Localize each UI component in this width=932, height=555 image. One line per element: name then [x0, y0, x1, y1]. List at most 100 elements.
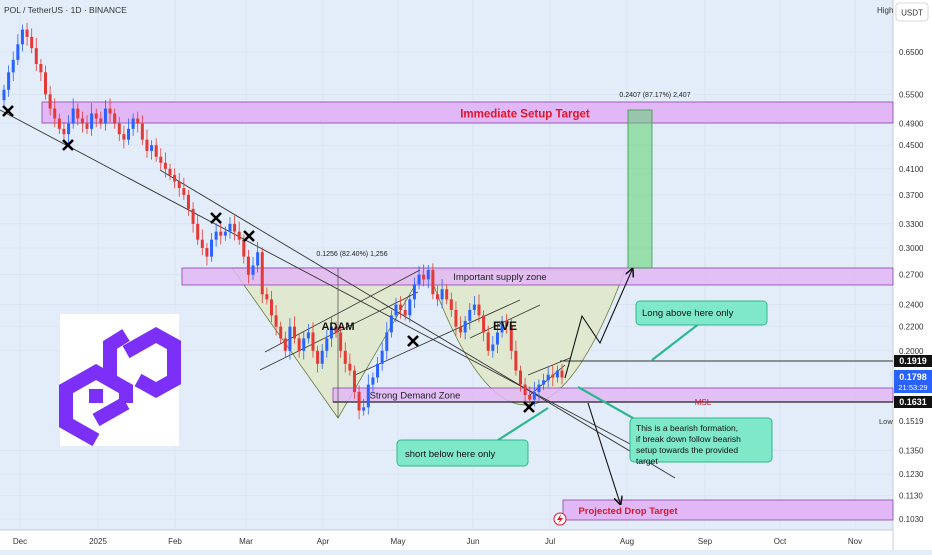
- candle-body: [445, 289, 449, 300]
- currency-button[interactable]: [895, 2, 929, 22]
- candle-body: [486, 332, 490, 351]
- candle-body: [454, 309, 458, 327]
- price-tick-label: 0.6500: [899, 48, 924, 57]
- adam-label: ADAM: [322, 321, 355, 333]
- candle-body: [233, 223, 237, 232]
- immediate-target-label: Immediate Setup Target: [460, 109, 590, 121]
- candle-body: [394, 304, 398, 316]
- candle-body: [117, 123, 121, 135]
- price-tick-label: 0.5500: [899, 90, 924, 99]
- candle-body: [380, 350, 384, 364]
- price-axis-panel[interactable]: [893, 0, 932, 550]
- candle-body: [297, 338, 301, 351]
- candle-body: [426, 270, 430, 280]
- candle-body: [191, 208, 195, 224]
- target-projection-box: [627, 109, 653, 269]
- candle-body: [168, 168, 172, 176]
- time-axis-labels: Dec 2025 Feb Mar Apr May Jun Jul Aug Sep Oct Nov: [13, 537, 862, 546]
- price-tick-label: 0.2400: [899, 301, 924, 310]
- candle-body: [80, 118, 84, 124]
- candle-body: [90, 113, 94, 129]
- candle-body: [408, 299, 412, 316]
- candle-body: [145, 139, 149, 151]
- candle-body: [362, 407, 366, 411]
- supply-zone: [181, 267, 894, 286]
- candle-body: [196, 223, 200, 240]
- svg-text:21:53:29: 21:53:29: [898, 383, 927, 392]
- time-tick-label: 2025: [89, 537, 107, 546]
- price-tick-label: 0.1130: [899, 492, 923, 501]
- time-axis-panel[interactable]: [0, 530, 893, 550]
- candle-body: [463, 320, 467, 333]
- eve-label: EVE: [493, 319, 517, 333]
- msl-label: MSL: [695, 398, 712, 407]
- candle-body: [94, 113, 98, 119]
- candle-body: [219, 231, 223, 236]
- drop-target-zone: [562, 499, 894, 521]
- candle-body: [11, 59, 15, 73]
- candle-body: [7, 72, 11, 90]
- candle-body: [16, 44, 20, 60]
- price-tick-label: 0.1030: [899, 515, 924, 524]
- candle-body: [412, 284, 416, 300]
- pivot-x-marker: [62, 139, 74, 151]
- pivot-x-marker: [523, 401, 535, 413]
- svg-text:0.1631: 0.1631: [899, 397, 927, 407]
- candle-body: [57, 118, 61, 129]
- candle-body: [459, 326, 463, 333]
- candle-body: [468, 309, 472, 321]
- price-tick-label: 0.1230: [899, 470, 924, 479]
- candle-body: [518, 370, 522, 385]
- candle-body: [274, 315, 278, 327]
- adam-measure-label: 0.1256 (82.40%) 1,256: [316, 251, 387, 258]
- candle-body: [417, 274, 421, 285]
- candle-body: [329, 326, 333, 339]
- bearish-callout: [629, 417, 773, 463]
- candle-body: [127, 128, 131, 140]
- polygon-logo-icon: [59, 326, 181, 447]
- candle-body: [352, 370, 356, 392]
- candle-body: [325, 338, 329, 351]
- time-tick-label: Jul: [545, 537, 555, 546]
- candle-body: [357, 391, 361, 411]
- price-tick-label: 0.2000: [899, 347, 924, 356]
- symbol-title: POL / TetherUS · 1D · BINANCE: [4, 5, 127, 15]
- candlestick-series: [2, 22, 564, 420]
- candle-body: [491, 344, 495, 351]
- pivot-x-marker: [243, 230, 255, 242]
- candle-body: [20, 29, 24, 45]
- candle-body: [449, 299, 453, 310]
- candle-body: [509, 326, 513, 351]
- candle-body: [237, 231, 241, 240]
- candle-body: [482, 315, 486, 333]
- candle-body: [140, 123, 144, 140]
- time-tick-label: May: [390, 537, 405, 546]
- candle-body: [376, 363, 380, 378]
- candle-body: [348, 363, 352, 371]
- candle-body: [150, 145, 154, 151]
- candle-body: [103, 108, 107, 124]
- candle-body: [177, 181, 181, 189]
- target-measure-label: 0.2407 (87.17%) 2,407: [619, 92, 690, 99]
- candle-body: [500, 320, 504, 333]
- candle-body: [339, 332, 343, 351]
- candle-body: [228, 223, 232, 232]
- candle-body: [293, 326, 297, 339]
- candle-body: [39, 63, 43, 73]
- candle-body: [30, 36, 34, 49]
- bullish-projection-arrow: [564, 270, 632, 379]
- price-tag-upper: [894, 355, 932, 367]
- candle-body: [316, 350, 320, 364]
- candle-body: [108, 108, 112, 114]
- price-tag-current: [894, 370, 932, 393]
- time-tick-label: Apr: [317, 537, 330, 546]
- candle-body: [99, 118, 103, 124]
- time-tick-label: Mar: [239, 537, 253, 546]
- price-tick-label: 0.2200: [899, 323, 924, 332]
- candle-body: [528, 394, 532, 400]
- time-tick-label: Jun: [467, 537, 480, 546]
- candle-body: [505, 320, 509, 327]
- low-label: Low: [879, 417, 893, 426]
- price-tick-label: 0.3300: [899, 220, 924, 229]
